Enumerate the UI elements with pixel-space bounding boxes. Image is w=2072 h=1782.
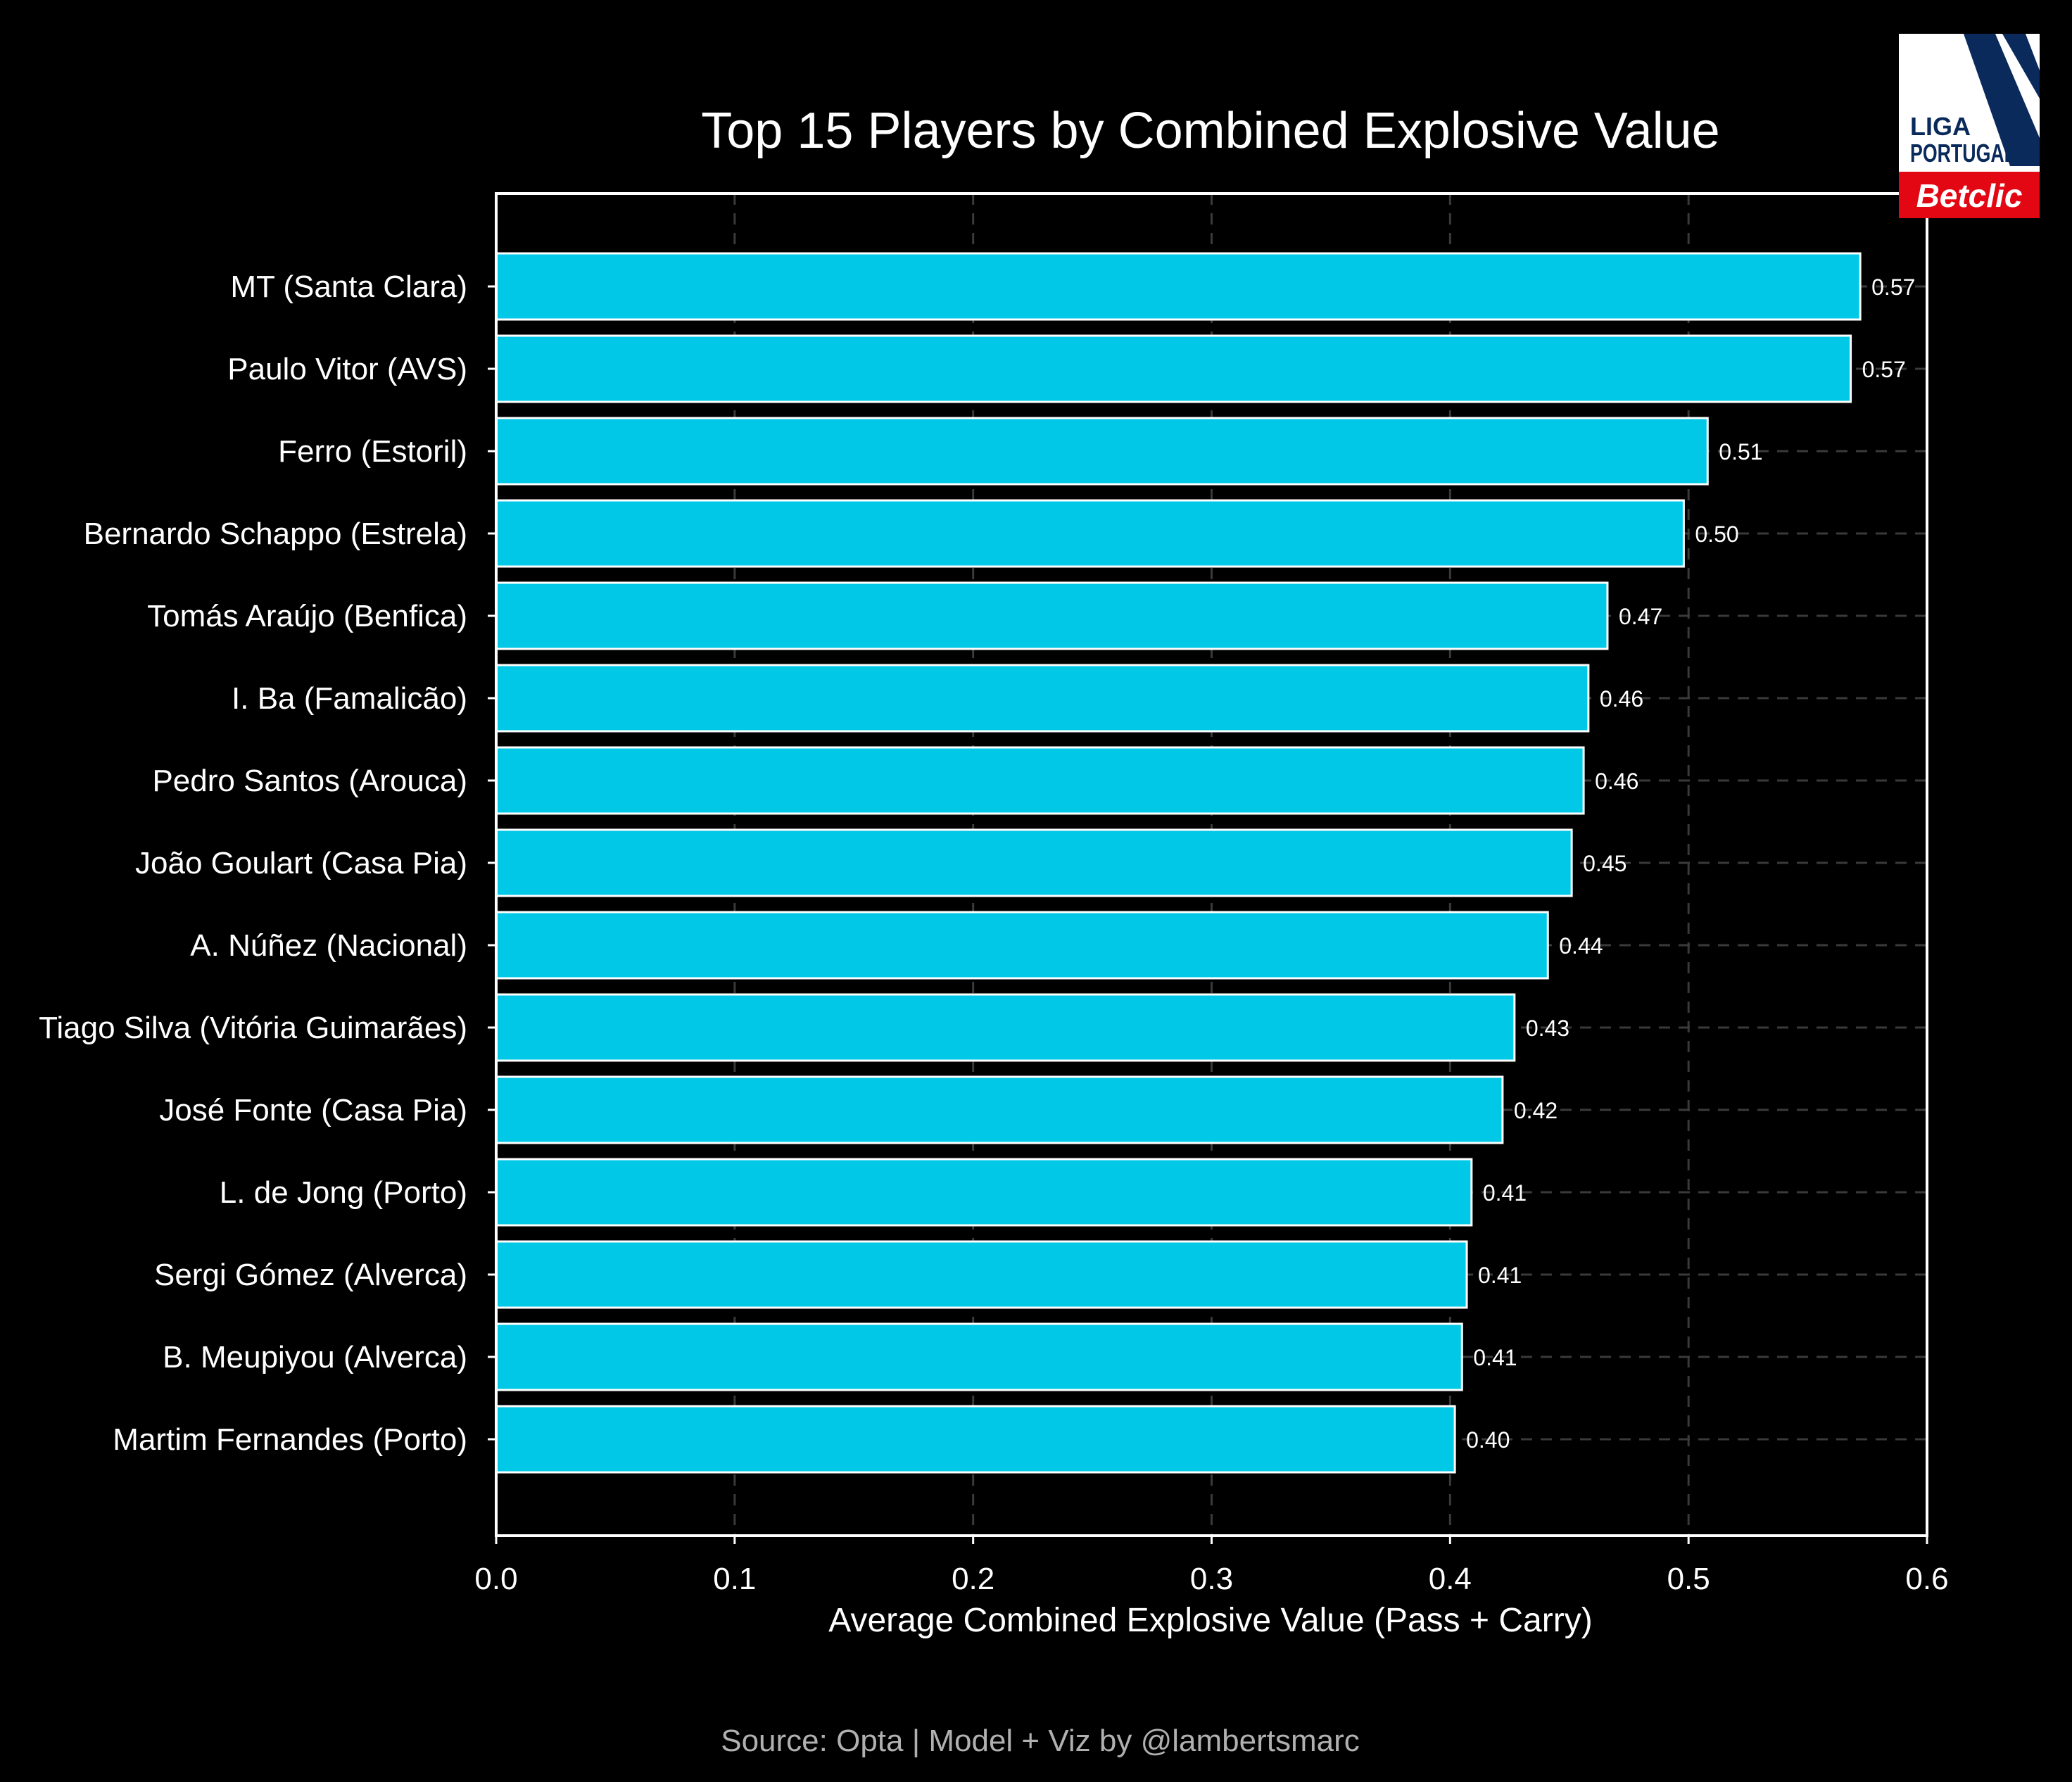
- value-labels: 0.57 0.57 0.51 0.50 0.47 0.46 0.46 0.45 0.44 0.43…: [1466, 274, 1915, 1453]
- bar-value-label: 0.57: [1862, 357, 1906, 382]
- logo-swoosh-shape: [1964, 34, 2040, 166]
- y-tick-label: Tiago Silva (Vitória Guimarães): [39, 1011, 467, 1045]
- bar-value-label: 0.41: [1478, 1263, 1522, 1288]
- bar-value-label: 0.45: [1583, 851, 1626, 876]
- y-tick-label: Martim Fernandes (Porto): [113, 1422, 467, 1457]
- x-tick-label: 0.3: [1190, 1562, 1233, 1596]
- bar-value-label: 0.43: [1526, 1016, 1569, 1041]
- bar-value-label: 0.57: [1871, 274, 1915, 300]
- y-tick-label: A. Núñez (Nacional): [190, 928, 467, 963]
- bar-value-label: 0.40: [1466, 1427, 1510, 1453]
- logo-brand: Betclic: [1916, 177, 2023, 214]
- x-tick-label: 0.0: [474, 1562, 517, 1596]
- y-tick-label: Tomás Araújo (Benfica): [147, 599, 467, 633]
- bar: [495, 252, 1862, 321]
- x-tick-label: 0.5: [1667, 1562, 1710, 1596]
- bar: [495, 1075, 1504, 1144]
- bar-value-label: 0.47: [1619, 604, 1662, 629]
- logo-swoosh-accent: [2002, 34, 2040, 99]
- x-axis-label: Average Combined Explosive Value (Pass +…: [828, 1602, 1592, 1639]
- y-axis-labels: MT (Santa Clara) Paulo Vitor (AVS) Ferro (…: [39, 270, 496, 1457]
- bar: [495, 1240, 1468, 1309]
- x-tick-label: 0.4: [1429, 1562, 1472, 1596]
- chart-title: Top 15 Players by Combined Explosive Val…: [701, 103, 1719, 159]
- y-tick-label: Sergi Gómez (Alverca): [154, 1258, 467, 1292]
- bar-value-label: 0.42: [1514, 1098, 1558, 1123]
- bar-value-label: 0.41: [1473, 1345, 1517, 1370]
- bars: [495, 252, 1862, 1474]
- bar: [495, 1405, 1456, 1474]
- bar: [495, 417, 1709, 486]
- x-tick-label: 0.6: [1905, 1562, 1948, 1596]
- bar-value-label: 0.44: [1559, 933, 1603, 959]
- bar-value-label: 0.51: [1719, 439, 1762, 465]
- y-tick-label: Bernardo Schappo (Estrela): [84, 517, 467, 551]
- y-tick-label: I. Ba (Famalicão): [232, 681, 467, 716]
- liga-portugal-betclic-logo: LIGA PORTUGAL Betclic: [1899, 34, 2040, 218]
- y-tick-label: Pedro Santos (Arouca): [152, 764, 467, 798]
- x-axis-ticks: 0.0 0.1 0.2 0.3 0.4 0.5 0.6: [474, 1536, 1949, 1596]
- bar: [495, 581, 1609, 650]
- bar-value-label: 0.46: [1600, 686, 1643, 712]
- bar: [495, 1158, 1473, 1227]
- plot-frame: [495, 192, 1928, 1537]
- bar-value-label: 0.46: [1595, 769, 1638, 794]
- bar: [495, 1322, 1463, 1391]
- bar: [495, 993, 1516, 1062]
- bar: [495, 499, 1685, 568]
- bar: [495, 334, 1852, 403]
- bar: [495, 828, 1573, 897]
- bar: [495, 746, 1585, 815]
- bar: [495, 664, 1590, 733]
- y-tick-label: Paulo Vitor (AVS): [227, 352, 467, 386]
- y-tick-label: José Fonte (Casa Pia): [159, 1093, 467, 1127]
- bar: [495, 911, 1549, 980]
- logo-line1: LIGA: [1910, 112, 1971, 141]
- y-tick-label: João Goulart (Casa Pia): [135, 846, 467, 880]
- y-tick-label: B. Meupiyou (Alverca): [163, 1340, 467, 1375]
- logo-line2: PORTUGAL: [1910, 139, 2016, 168]
- source-caption: Source: Opta | Model + Viz by @lambertsm…: [721, 1724, 1360, 1758]
- x-tick-label: 0.2: [952, 1562, 994, 1596]
- bar-value-label: 0.50: [1695, 522, 1738, 547]
- logo-brand-band: [1899, 172, 2040, 218]
- y-tick-label: Ferro (Estoril): [278, 434, 467, 469]
- x-tick-label: 0.1: [713, 1562, 756, 1596]
- bar-value-label: 0.41: [1483, 1180, 1527, 1206]
- y-tick-label: L. de Jong (Porto): [220, 1175, 467, 1210]
- y-tick-label: MT (Santa Clara): [230, 270, 467, 304]
